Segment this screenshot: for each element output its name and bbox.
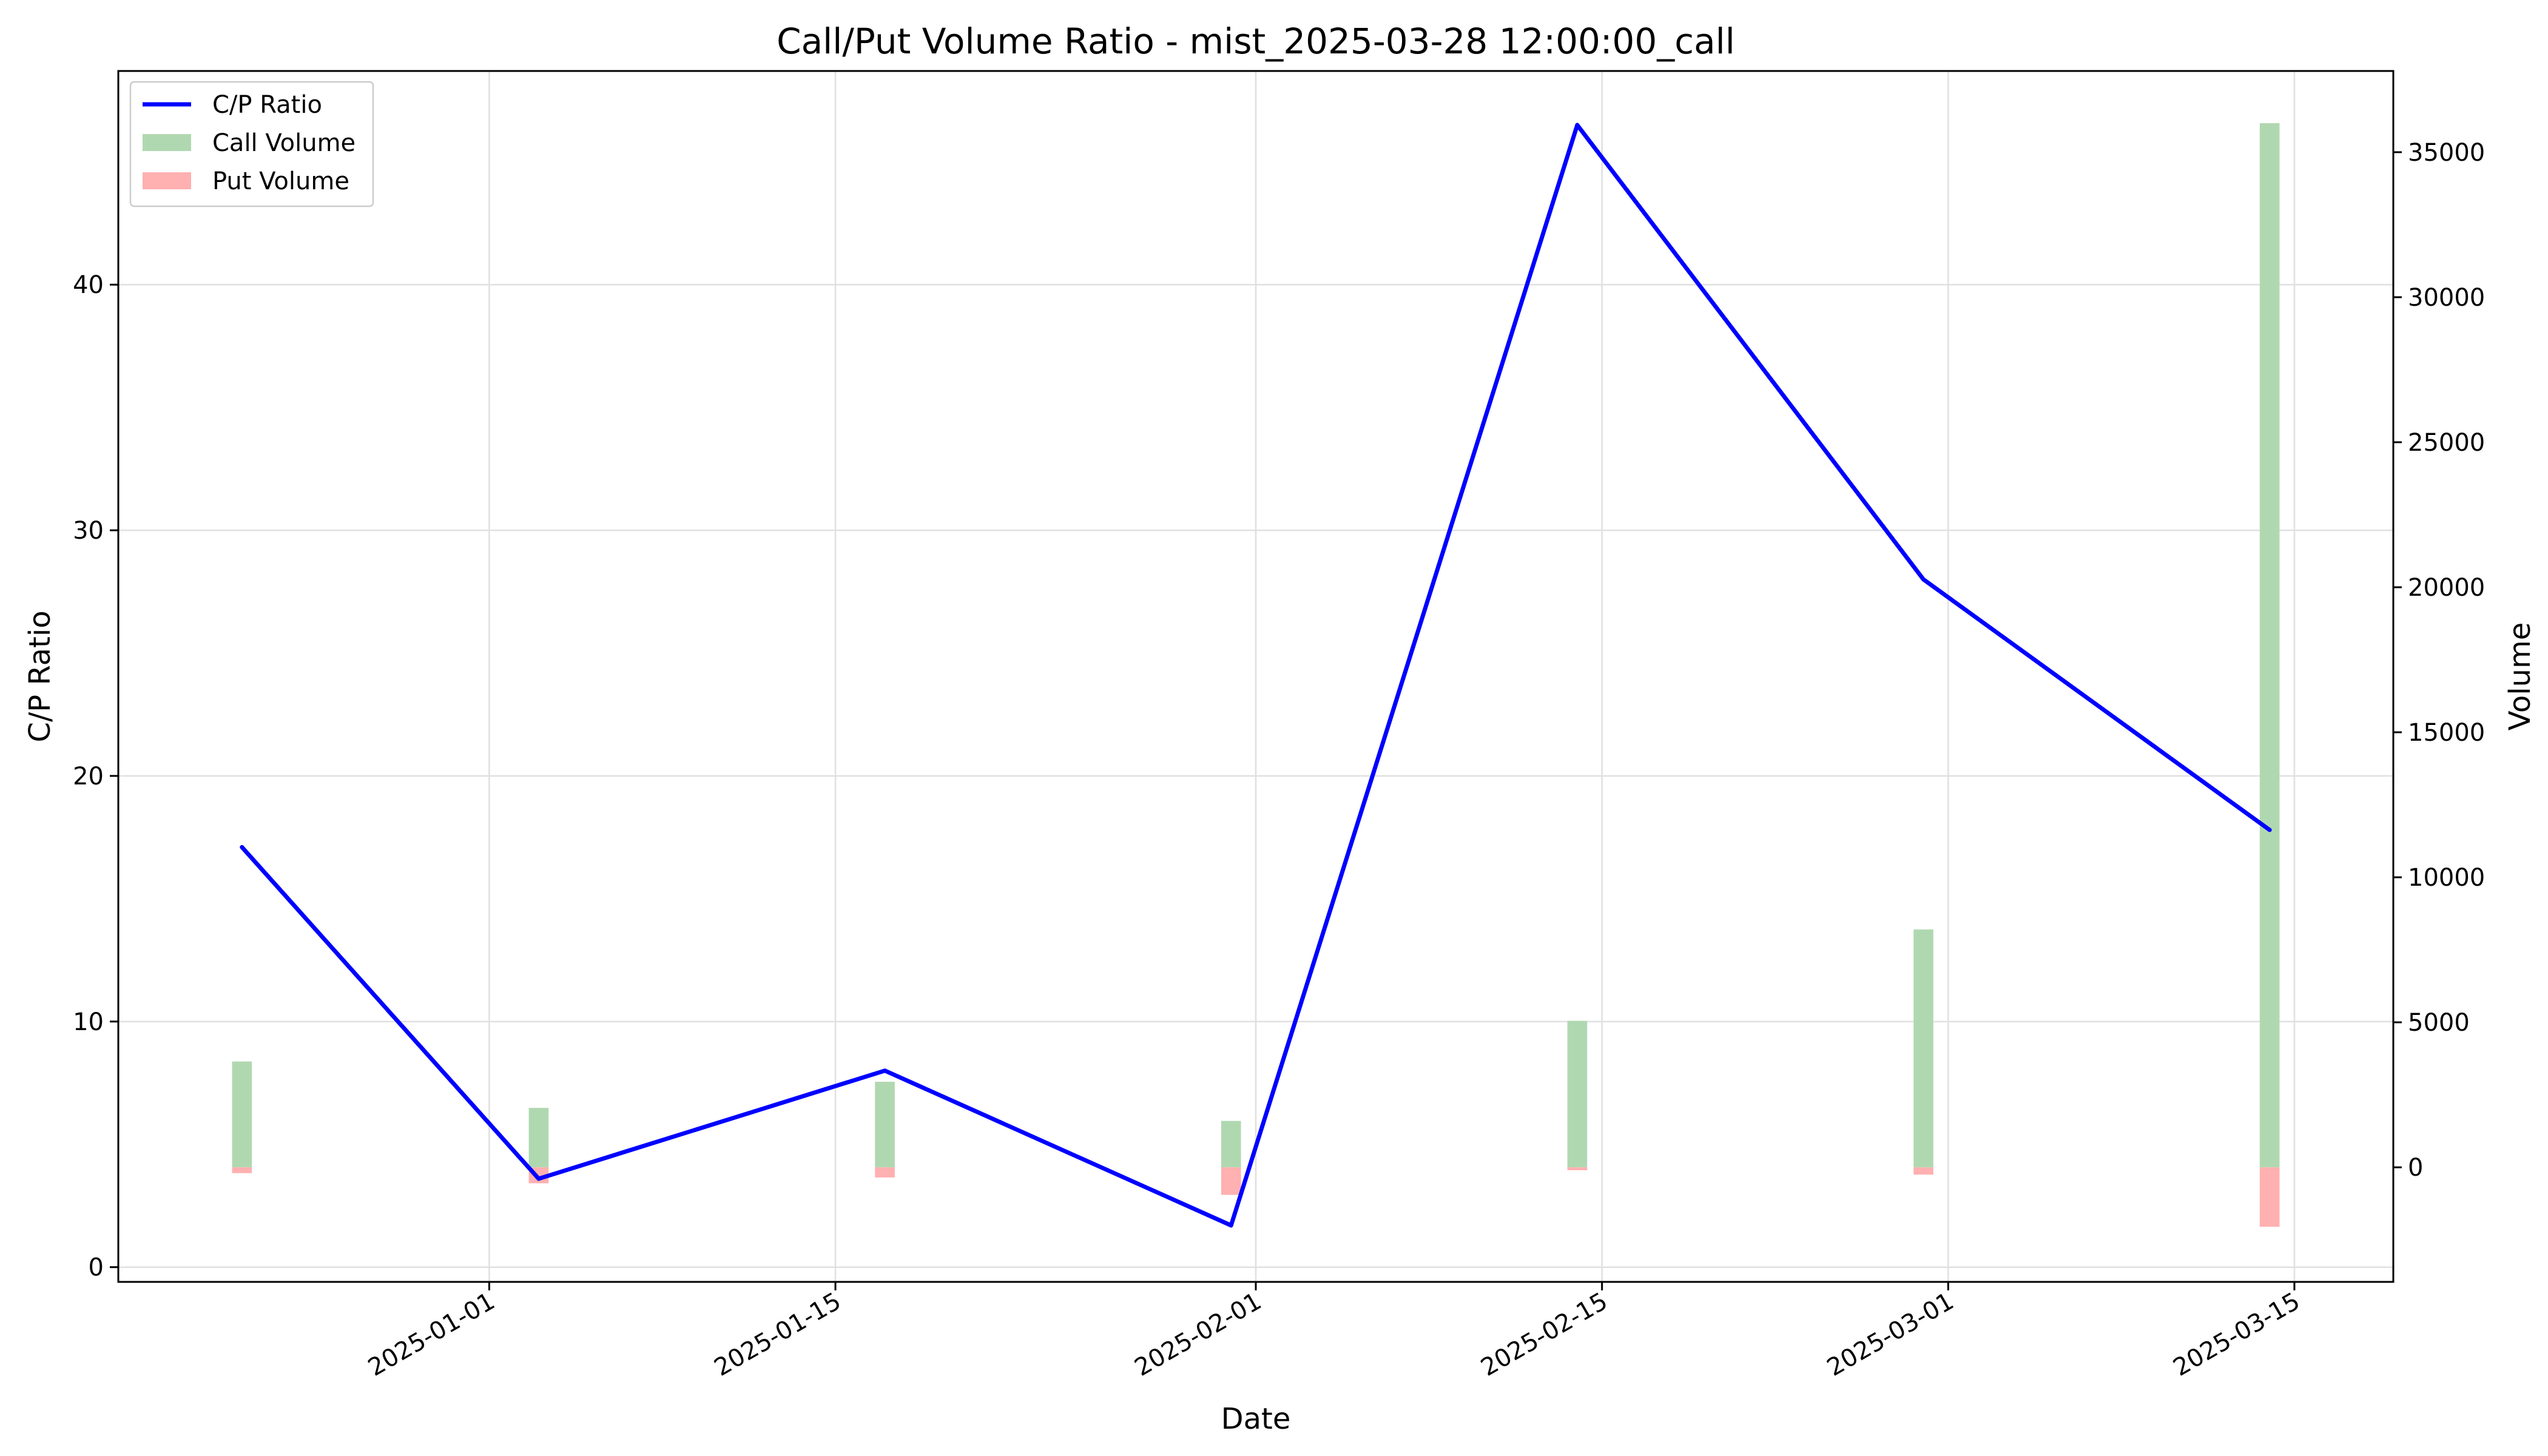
right-tick-label: 15000 bbox=[2408, 719, 2485, 747]
put-volume-bar bbox=[1567, 1167, 1588, 1170]
call-volume-bar bbox=[875, 1082, 895, 1168]
cp-ratio-point bbox=[883, 1068, 888, 1073]
cp-ratio-point bbox=[1921, 577, 1926, 582]
left-tick-label: 30 bbox=[73, 517, 104, 545]
legend-swatch-bar bbox=[143, 134, 191, 151]
x-axis: 2025-01-01 2025-01-15 2025-02-01 2025-02-15… bbox=[363, 1282, 2305, 1382]
cp-ratio-point bbox=[1228, 1223, 1233, 1228]
volume-bars bbox=[232, 123, 2280, 1227]
x-tick-label: 2025-02-15 bbox=[1476, 1287, 1612, 1382]
left-tick-label: 20 bbox=[73, 763, 104, 790]
right-tick-label: 20000 bbox=[2408, 574, 2485, 602]
x-tick-label: 2025-03-15 bbox=[2169, 1287, 2305, 1382]
legend-label: Put Volume bbox=[212, 167, 349, 195]
call-volume-bar bbox=[2259, 123, 2280, 1168]
legend: C/P Ratio Call Volume Put Volume bbox=[129, 81, 374, 207]
left-axis: 0 10 20 30 40 bbox=[73, 271, 118, 1282]
right-tick-label: 10000 bbox=[2408, 864, 2485, 892]
x-tick-label: 2025-01-01 bbox=[363, 1287, 499, 1382]
call-volume-bar bbox=[232, 1061, 252, 1168]
chart-title: Call/Put Volume Ratio - mist_2025-03-28 … bbox=[777, 21, 1735, 62]
legend-label: Call Volume bbox=[212, 129, 356, 157]
x-tick-label: 2025-01-15 bbox=[710, 1287, 846, 1382]
cp-ratio-point bbox=[1575, 123, 1580, 127]
call-volume-bar bbox=[1913, 929, 1933, 1168]
ratio-line bbox=[240, 123, 2272, 1228]
left-tick-label: 10 bbox=[73, 1008, 104, 1036]
call-volume-bar bbox=[1221, 1121, 1241, 1168]
right-axis: 0 5000 10000 15000 20000 25000 30000 35000 bbox=[2393, 139, 2485, 1182]
put-volume-bar bbox=[232, 1167, 252, 1173]
right-axis-label: Volume bbox=[2503, 622, 2537, 731]
right-tick-label: 0 bbox=[2408, 1154, 2423, 1182]
cp-ratio-point bbox=[240, 844, 244, 849]
put-volume-bar bbox=[2259, 1167, 2280, 1227]
x-axis-label: Date bbox=[1221, 1402, 1291, 1436]
legend-label: C/P Ratio bbox=[212, 91, 322, 119]
right-tick-label: 25000 bbox=[2408, 429, 2485, 457]
put-volume-bar bbox=[1221, 1167, 1241, 1195]
x-tick-label: 2025-02-01 bbox=[1130, 1287, 1266, 1382]
grid bbox=[118, 71, 2393, 1282]
x-tick-label: 2025-03-01 bbox=[1822, 1287, 1958, 1382]
left-tick-label: 40 bbox=[73, 271, 104, 299]
right-tick-label: 35000 bbox=[2408, 139, 2485, 167]
call-volume-bar bbox=[528, 1108, 549, 1168]
left-axis-label: C/P Ratio bbox=[23, 610, 57, 742]
right-tick-label: 30000 bbox=[2408, 284, 2485, 312]
left-tick-label: 0 bbox=[89, 1254, 104, 1282]
right-tick-label: 5000 bbox=[2408, 1009, 2470, 1037]
put-volume-bar bbox=[1913, 1167, 1933, 1175]
call-volume-bar bbox=[1567, 1020, 1588, 1168]
put-volume-bar bbox=[875, 1167, 895, 1178]
cp-ratio-point bbox=[2267, 827, 2272, 832]
cp-ratio-point bbox=[536, 1176, 541, 1181]
legend-swatch-bar bbox=[143, 172, 191, 189]
